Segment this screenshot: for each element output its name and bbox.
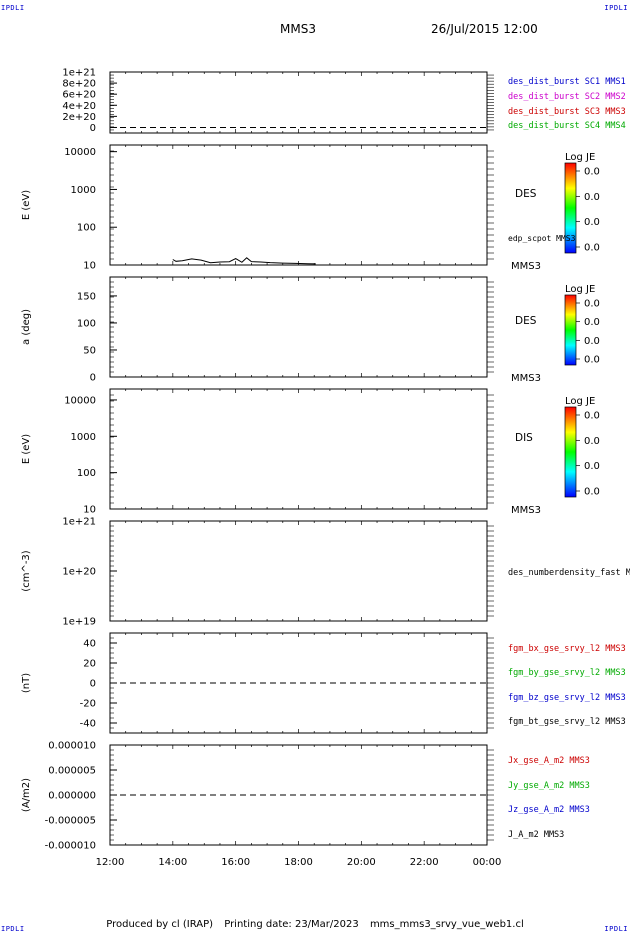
footer-produced-by: Produced by cl (IRAP) bbox=[106, 919, 214, 930]
y-tick-label: 100 bbox=[77, 318, 96, 329]
colorbar-tick-label: 0.0 bbox=[584, 336, 600, 347]
y-tick-label: 40 bbox=[83, 639, 96, 650]
series-legend-label: Jx_gse_A_m2 MMS3 bbox=[508, 756, 590, 766]
colorbar-tick-label: 0.0 bbox=[584, 461, 600, 472]
series-legend-label: fgm_bx_gse_srvy_l2 MMS3 bbox=[508, 644, 626, 654]
instrument-label: DES bbox=[515, 188, 537, 200]
spacecraft-tag: MMS3 bbox=[511, 261, 541, 272]
y-tick-label: 0 bbox=[90, 373, 96, 384]
y-axis-label: (nT) bbox=[21, 673, 32, 693]
series-legend-label: Jz_gse_A_m2 MMS3 bbox=[508, 805, 590, 815]
y-axis-label: E (eV) bbox=[21, 434, 32, 464]
x-tick-label: 14:00 bbox=[158, 857, 187, 868]
y-tick-label: 1e+21 bbox=[62, 68, 96, 79]
series-legend-label: des_dist_burst SC4 MMS4 bbox=[508, 121, 626, 131]
y-axis-label: E (eV) bbox=[21, 190, 32, 220]
y-tick-label: 1000 bbox=[71, 432, 96, 443]
colorbar-tick-label: 0.0 bbox=[584, 411, 600, 422]
series-legend-label: des_dist_burst SC2 MMS2 bbox=[508, 92, 626, 102]
x-tick-label: 16:00 bbox=[221, 857, 250, 868]
y-tick-label: 0 bbox=[90, 679, 96, 690]
y-tick-label: 10000 bbox=[64, 395, 96, 406]
y-tick-label: 150 bbox=[77, 291, 96, 302]
y-tick-label: 1000 bbox=[71, 185, 96, 196]
colorbar-tick-label: 0.0 bbox=[584, 243, 600, 254]
panel-frame-p3 bbox=[109, 276, 488, 378]
colorbar-tick-label: 0.0 bbox=[584, 436, 600, 447]
y-tick-label: -0.000010 bbox=[45, 841, 96, 852]
y-tick-label: 100 bbox=[77, 468, 96, 479]
series-legend-label: des_numberdensity_fast M bbox=[508, 568, 630, 578]
series-legend-label: Jy_gse_A_m2 MMS3 bbox=[508, 781, 590, 791]
colorbar-tick-label: 0.0 bbox=[584, 355, 600, 366]
spacecraft-title: MMS3 bbox=[280, 22, 316, 36]
datetime-title: 26/Jul/2015 12:00 bbox=[431, 22, 538, 36]
x-tick-label: 20:00 bbox=[347, 857, 376, 868]
x-tick-label: 00:00 bbox=[473, 857, 502, 868]
y-tick-label: -0.000005 bbox=[45, 816, 96, 827]
y-tick-label: 2e+20 bbox=[62, 112, 96, 123]
y-tick-label: 8e+20 bbox=[62, 79, 96, 90]
corner-mark-bottom-left: IPDLI bbox=[1, 925, 25, 933]
colorbar-title: Log JE bbox=[565, 396, 595, 407]
y-axis-label: a (deg) bbox=[21, 309, 32, 345]
colorbar-title: Log JE bbox=[565, 284, 595, 295]
series-legend-label: des_dist_burst SC1 MMS1 bbox=[508, 77, 626, 87]
y-tick-label: 10 bbox=[83, 261, 96, 272]
y-tick-label: 0 bbox=[90, 123, 96, 134]
colorbar-tick-label: 0.0 bbox=[584, 487, 600, 498]
series-legend-label: fgm_bt_gse_srvy_l2 MMS3 bbox=[508, 717, 626, 727]
colorbar bbox=[564, 162, 577, 254]
x-tick-label: 18:00 bbox=[284, 857, 313, 868]
panel-frame-p4 bbox=[109, 388, 488, 510]
y-tick-label: 10 bbox=[83, 505, 96, 516]
colorbar-tick-label: 0.0 bbox=[584, 192, 600, 203]
colorbar-tick-label: 0.0 bbox=[584, 217, 600, 228]
y-tick-label: 10000 bbox=[64, 147, 96, 158]
edp-scpot-overlay-line bbox=[172, 257, 316, 265]
series-legend-label: fgm_bz_gse_srvy_l2 MMS3 bbox=[508, 693, 626, 703]
y-tick-label: 0.000005 bbox=[48, 766, 96, 777]
series-legend-label: des_dist_burst SC3 MMS3 bbox=[508, 107, 626, 117]
y-tick-label: 1e+20 bbox=[62, 567, 96, 578]
y-tick-label: 0.000000 bbox=[48, 791, 96, 802]
corner-mark-bottom-right: IPDLI bbox=[604, 925, 628, 933]
spacecraft-tag: MMS3 bbox=[511, 373, 541, 384]
x-tick-label: 22:00 bbox=[410, 857, 439, 868]
y-axis-label: (A/m2) bbox=[21, 778, 32, 812]
instrument-label: DES bbox=[515, 315, 537, 327]
footer: Produced by cl (IRAP) Printing date: 23/… bbox=[0, 919, 630, 930]
series-legend-label: fgm_by_gse_srvy_l2 MMS3 bbox=[508, 668, 626, 678]
x-tick-label: 12:00 bbox=[96, 857, 125, 868]
y-tick-label: 4e+20 bbox=[62, 101, 96, 112]
instrument-label: DIS bbox=[515, 432, 533, 444]
colorbar-title: Log JE bbox=[565, 152, 595, 163]
colorbar bbox=[564, 406, 577, 498]
y-tick-label: 100 bbox=[77, 223, 96, 234]
colorbar bbox=[564, 294, 577, 366]
panel-frame-p1 bbox=[109, 71, 488, 134]
y-axis-label: (cm^-3) bbox=[21, 550, 32, 591]
y-tick-label: 20 bbox=[83, 659, 96, 670]
corner-mark-top-left: IPDLI bbox=[1, 4, 25, 12]
y-tick-label: -20 bbox=[80, 699, 96, 710]
y-tick-label: 1e+19 bbox=[62, 617, 96, 628]
y-tick-label: 0.000010 bbox=[48, 741, 96, 752]
colorbar-tick-label: 0.0 bbox=[584, 299, 600, 310]
colorbar-tick-label: 0.0 bbox=[584, 317, 600, 328]
y-tick-label: 50 bbox=[83, 345, 96, 356]
overlay-series-label: edp_scpot MMS3 bbox=[508, 234, 576, 243]
y-tick-label: 6e+20 bbox=[62, 90, 96, 101]
panel-frame-p5 bbox=[109, 520, 488, 622]
footer-printing-date: Printing date: 23/Mar/2023 bbox=[224, 919, 359, 930]
y-tick-label: 1e+21 bbox=[62, 517, 96, 528]
corner-mark-top-right: IPDLI bbox=[604, 4, 628, 12]
series-legend-label: J_A_m2 MMS3 bbox=[508, 830, 564, 840]
panel-frame-p2 bbox=[109, 144, 488, 266]
colorbar-tick-label: 0.0 bbox=[584, 167, 600, 178]
footer-product: mms_mms3_srvy_vue_web1.cl bbox=[369, 919, 524, 930]
spacecraft-tag: MMS3 bbox=[511, 505, 541, 516]
y-tick-label: -40 bbox=[80, 719, 96, 730]
